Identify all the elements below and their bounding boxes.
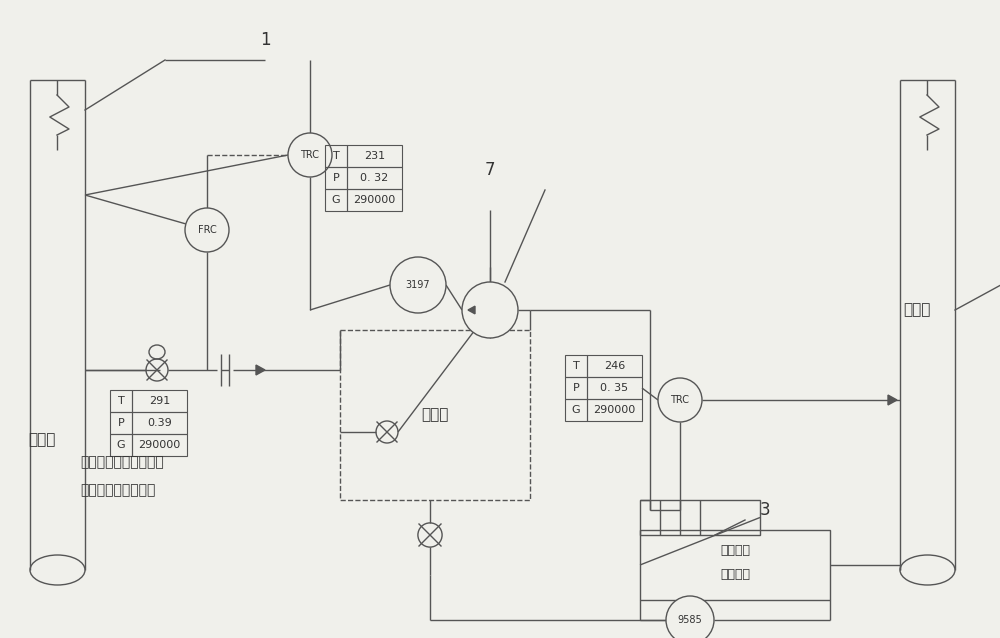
Text: T: T (333, 151, 339, 161)
Bar (565, 355, 587, 377)
Bar (640, 530, 830, 600)
Circle shape (666, 596, 714, 638)
Text: 290000: 290000 (138, 440, 181, 450)
Bar (132, 434, 187, 456)
Text: 231: 231 (364, 151, 385, 161)
Bar (347, 167, 402, 189)
Text: 291: 291 (149, 396, 170, 406)
Text: G: G (117, 440, 125, 450)
Text: 9585: 9585 (678, 615, 702, 625)
Bar (347, 189, 402, 211)
Text: 1: 1 (260, 31, 270, 49)
Bar (110, 434, 132, 456)
Text: G: G (572, 405, 580, 415)
Circle shape (288, 133, 332, 177)
Bar (587, 355, 642, 377)
Text: P: P (573, 383, 579, 393)
Text: 7: 7 (485, 161, 495, 179)
Text: T: T (573, 361, 579, 371)
Text: 一中段油自分馈塔択出: 一中段油自分馈塔択出 (80, 455, 164, 469)
Bar (325, 189, 347, 211)
Bar (110, 390, 132, 412)
Circle shape (185, 208, 229, 252)
Text: T: T (118, 396, 124, 406)
Polygon shape (468, 306, 475, 314)
Text: TRC: TRC (300, 150, 320, 160)
Polygon shape (888, 395, 897, 405)
Bar (347, 145, 402, 167)
Circle shape (658, 378, 702, 422)
Text: G: G (332, 195, 340, 205)
Bar (132, 412, 187, 434)
Bar (325, 145, 347, 167)
Text: P: P (118, 418, 124, 428)
Text: 0.39: 0.39 (147, 418, 172, 428)
Bar (587, 399, 642, 421)
Text: 0. 35: 0. 35 (600, 383, 629, 393)
Bar (132, 390, 187, 412)
Text: 稳定塔塔: 稳定塔塔 (720, 544, 750, 556)
Circle shape (390, 257, 446, 313)
Bar (325, 167, 347, 189)
Text: 3: 3 (760, 501, 771, 519)
Text: 稳定塔: 稳定塔 (903, 302, 930, 318)
Text: TRC: TRC (670, 395, 690, 405)
Text: 0. 32: 0. 32 (360, 173, 389, 183)
Bar (110, 412, 132, 434)
Text: 246: 246 (604, 361, 625, 371)
Bar (565, 399, 587, 421)
Text: 热媒水: 热媒水 (421, 408, 449, 422)
Bar (640, 500, 760, 535)
Bar (565, 377, 587, 399)
Text: FRC: FRC (198, 225, 216, 235)
Text: 分馈塔: 分馈塔 (28, 433, 55, 447)
Polygon shape (256, 365, 265, 375)
Text: P: P (333, 173, 339, 183)
Circle shape (462, 282, 518, 338)
Bar (340, 330, 530, 500)
Text: 至稳定塔塔底再汸器: 至稳定塔塔底再汸器 (80, 483, 155, 497)
Text: 3197: 3197 (406, 280, 430, 290)
Text: 底再汸器: 底再汸器 (720, 568, 750, 581)
Text: 290000: 290000 (353, 195, 396, 205)
Text: 290000: 290000 (593, 405, 636, 415)
Bar (587, 377, 642, 399)
